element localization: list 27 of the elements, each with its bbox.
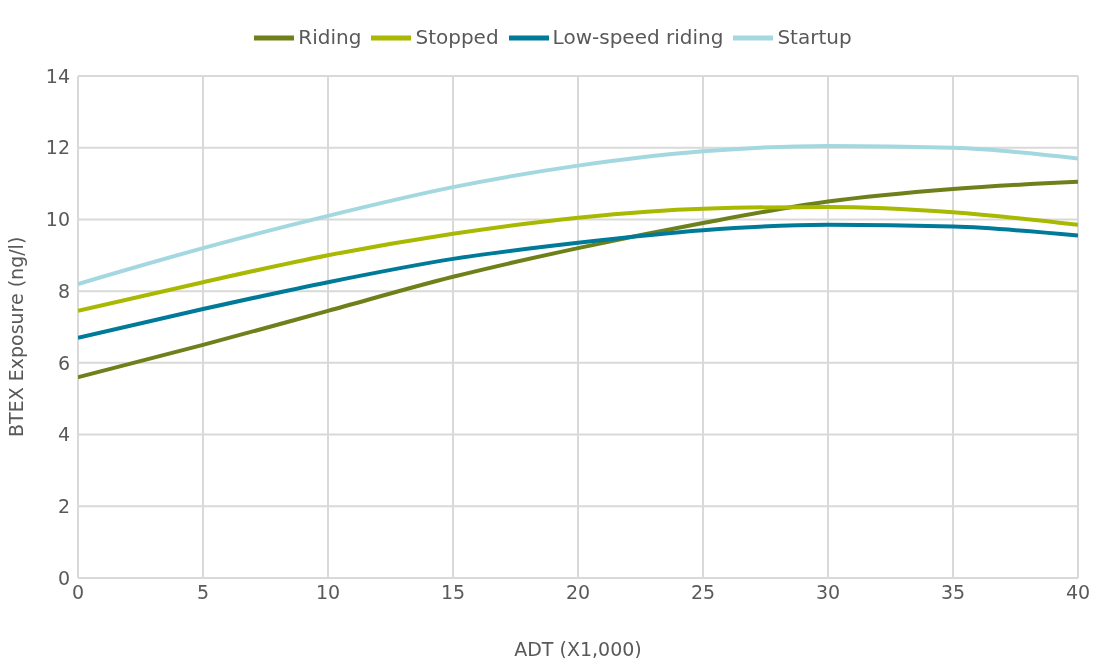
y-tick-label: 6 [57, 351, 70, 374]
x-tick-label: 25 [690, 581, 716, 604]
legend-label: Startup [777, 24, 852, 49]
legend-label: Riding [298, 24, 362, 49]
y-tick-label: 0 [57, 566, 70, 589]
x-tick-label: 35 [940, 581, 966, 604]
line-series [78, 204, 1078, 313]
y-tick-label: 4 [57, 423, 70, 446]
x-tick-label: 0 [71, 581, 85, 604]
y-tick-label: 12 [45, 136, 70, 159]
x-tick-label: 20 [565, 581, 591, 604]
x-tick-label: 15 [440, 581, 466, 604]
line-series [78, 222, 1078, 340]
y-tick-label: 10 [45, 208, 70, 231]
line-series [78, 143, 1078, 286]
x-tick-label: 10 [315, 581, 341, 604]
x-tick-label: 30 [815, 581, 841, 604]
y-tick-label: 14 [45, 64, 70, 87]
legend-label: Low-speed riding [552, 24, 724, 49]
line-series [78, 179, 1078, 380]
x-tick-label: 40 [1065, 581, 1091, 604]
x-axis-title: ADT (X1,000) [514, 638, 642, 660]
y-axis-title: BTEX Exposure (ng/l) [4, 236, 27, 437]
y-tick-label: 2 [57, 495, 70, 518]
x-tick-label: 5 [196, 581, 210, 604]
legend-label: Stopped [415, 24, 499, 49]
y-tick-label: 8 [57, 279, 70, 302]
